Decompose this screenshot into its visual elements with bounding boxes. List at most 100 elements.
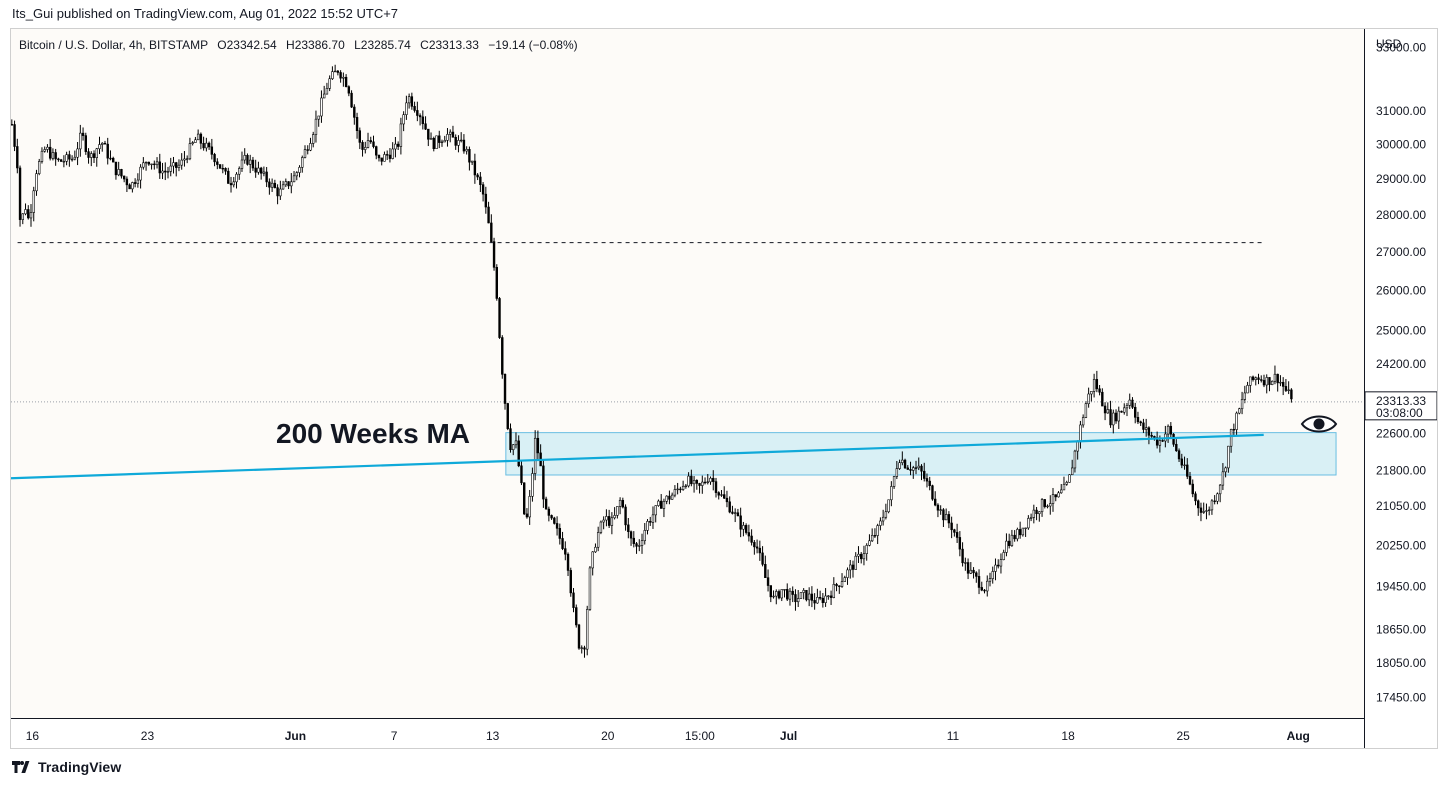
x-tick-label: 18 (1061, 729, 1075, 743)
candle-body (158, 161, 161, 174)
candle-body (122, 175, 126, 180)
candle-body (495, 267, 498, 299)
candle-body (698, 483, 701, 486)
candle-body (649, 521, 652, 523)
candle-body (942, 509, 945, 521)
candle-body (750, 535, 753, 543)
ma-200-weeks-line[interactable] (11, 433, 1264, 480)
candle-body (991, 571, 994, 579)
candle-body (175, 162, 178, 168)
candle-body (936, 504, 940, 511)
candle-body (418, 115, 422, 118)
candle-body (906, 467, 909, 470)
candle-body (153, 163, 156, 166)
axis-background (1364, 29, 1437, 748)
candle-body (739, 515, 742, 530)
candle-body (986, 580, 989, 592)
candle-body (503, 374, 507, 404)
candle-body (629, 531, 633, 539)
candle-body (1240, 399, 1244, 410)
candle-body (558, 528, 562, 539)
candle-body (232, 181, 235, 186)
candle-body (972, 569, 975, 574)
candle-body (933, 498, 937, 506)
candle-body (385, 154, 389, 156)
candle-body (1106, 409, 1110, 414)
candle-body (410, 96, 414, 107)
price-chart[interactable]: 33000.00 31000.00 30000.00 29000.00 28000.00… (11, 29, 1437, 748)
candle-body (1079, 424, 1082, 443)
candle-body (895, 468, 899, 477)
candle-body (925, 478, 929, 482)
candle-body (317, 115, 320, 120)
candle-body (681, 485, 685, 490)
candle-body (68, 154, 71, 160)
candle-body (355, 117, 359, 132)
header-change: −19.14 (−0.08%) (488, 38, 577, 52)
candle-body (402, 114, 405, 125)
candle-body (166, 171, 170, 173)
candle-body (1229, 428, 1233, 447)
candle-body (832, 583, 836, 598)
candle-body (1169, 425, 1173, 435)
candle-body (651, 514, 655, 523)
candle-body (372, 141, 375, 147)
candle-body (164, 170, 167, 173)
eye-pupil (1313, 418, 1325, 430)
candle-body (1060, 489, 1063, 494)
candle-body (544, 498, 548, 510)
candle-body (131, 182, 134, 190)
candle-body (687, 475, 690, 487)
candle-body (668, 495, 671, 500)
candle-body (65, 154, 68, 162)
candle-body (454, 136, 457, 146)
candle-body (939, 509, 942, 511)
candle-body (643, 530, 646, 542)
candle-body (394, 143, 397, 150)
candle-body (1016, 529, 1019, 540)
candle-body (207, 142, 211, 148)
candle-body (221, 167, 225, 170)
candle-body (673, 489, 677, 496)
candle-body (849, 564, 852, 571)
candle-body (262, 171, 266, 174)
candle-body (331, 71, 334, 80)
candle-body (717, 492, 720, 496)
candle-body (638, 545, 641, 547)
y-tick-label: 22600.00 (1376, 427, 1426, 441)
candle-body (336, 70, 340, 73)
chart-background (11, 29, 1364, 718)
candle-body (602, 519, 605, 523)
candle-body (273, 182, 277, 188)
candle-body (731, 511, 734, 514)
candle-body (57, 158, 60, 161)
candle-body (1018, 529, 1022, 536)
candle-body (46, 146, 49, 150)
candle-body (953, 529, 956, 533)
candle-body (183, 158, 186, 161)
candle-body (188, 143, 192, 160)
eye-icon[interactable] (1300, 415, 1338, 433)
candle-body (246, 155, 249, 165)
x-tick-label: Jul (780, 729, 797, 743)
candle-body (484, 193, 488, 208)
candle-body (876, 525, 879, 536)
candle-body (890, 486, 893, 501)
candle-body (81, 132, 85, 136)
candle-body (295, 172, 298, 177)
candle-body (777, 591, 781, 599)
chart-frame[interactable]: 33000.00 31000.00 30000.00 29000.00 28000.00… (10, 28, 1438, 749)
candle-body (276, 187, 279, 197)
candle-body (199, 133, 203, 144)
ma-annotation-label[interactable]: 200 Weeks MA (276, 418, 470, 449)
candle-body (279, 188, 282, 197)
candle-body (290, 181, 293, 187)
candle-body (268, 181, 271, 188)
candle-body (1013, 534, 1016, 540)
candle-body (928, 480, 931, 486)
candle-body (676, 488, 679, 491)
candle-body (533, 437, 537, 474)
candle-body (854, 555, 857, 570)
candle-body (923, 470, 926, 479)
candle-body (1216, 493, 1219, 502)
